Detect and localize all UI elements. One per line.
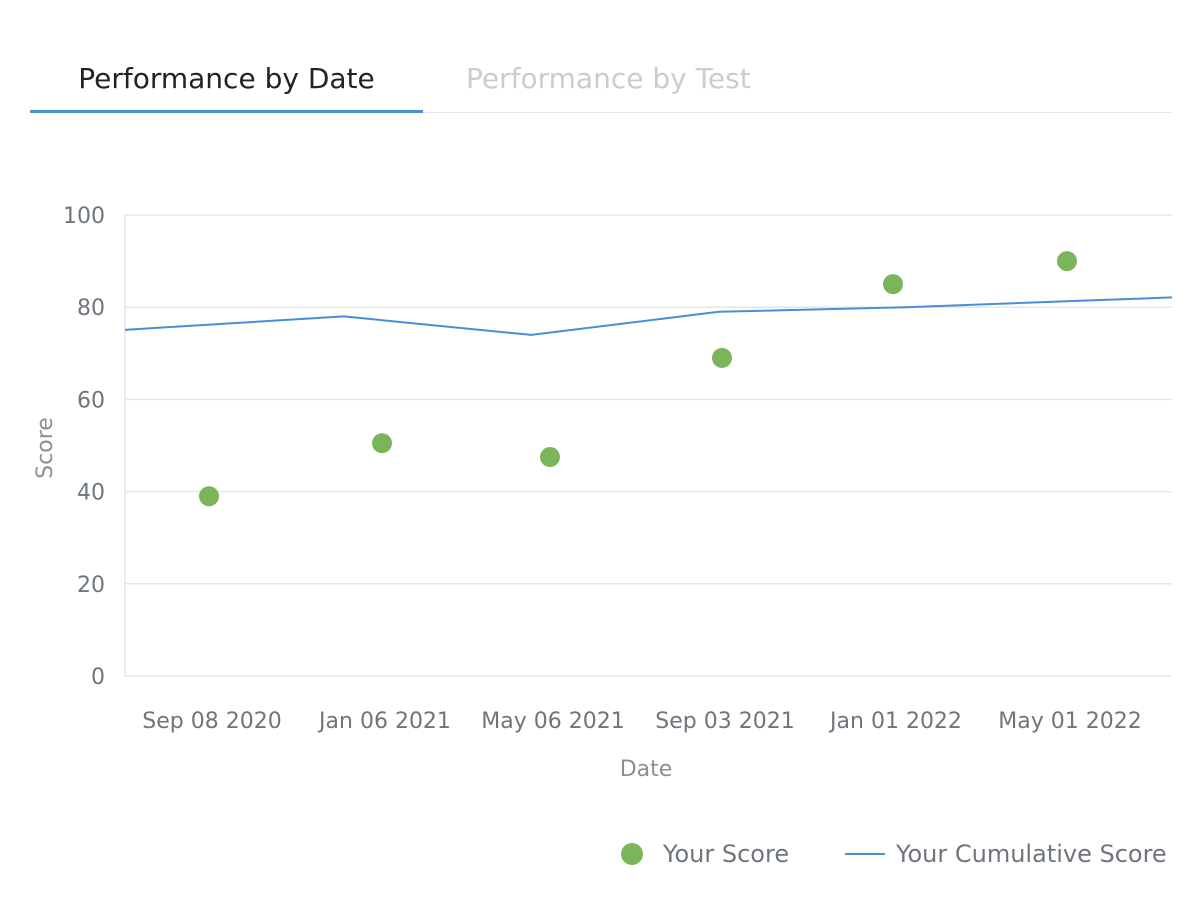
x-axis-title: Date bbox=[620, 757, 673, 782]
legend: Your Score Your Cumulative Score bbox=[621, 840, 1167, 868]
x-tick-label: Sep 08 2020 bbox=[142, 709, 281, 734]
y-tick-label: 40 bbox=[77, 481, 105, 506]
y-tick-label: 100 bbox=[63, 204, 105, 229]
x-tick-label: Jan 06 2021 bbox=[317, 709, 451, 734]
score-point[interactable] bbox=[712, 347, 732, 368]
cumulative-score-line-layer bbox=[124, 296, 1173, 336]
legend-marker-your-score bbox=[621, 843, 643, 865]
y-axis-title: Score bbox=[33, 417, 58, 479]
legend-item-cumulative-score[interactable]: Your Cumulative Score bbox=[845, 840, 1167, 868]
x-axis-ticks: Sep 08 2020 Jan 06 2021 May 06 2021 Sep 03 … bbox=[142, 709, 1141, 734]
y-tick-label: 80 bbox=[77, 296, 105, 321]
y-tick-label: 0 bbox=[91, 665, 105, 690]
score-point[interactable] bbox=[1057, 251, 1077, 272]
tab-bar: Performance by Date Performance by Test bbox=[30, 50, 1172, 113]
score-point[interactable] bbox=[540, 447, 560, 468]
x-tick-label: Sep 03 2021 bbox=[655, 709, 794, 734]
y-tick-label: 60 bbox=[77, 388, 105, 413]
legend-label-cumulative-score: Your Cumulative Score bbox=[895, 840, 1167, 868]
cumulative-score-line[interactable] bbox=[124, 296, 1173, 336]
x-tick-label: May 01 2022 bbox=[998, 709, 1141, 734]
tab-performance-by-date[interactable]: Performance by Date bbox=[30, 50, 423, 113]
score-point[interactable] bbox=[199, 486, 219, 507]
tab-performance-by-test[interactable]: Performance by Test bbox=[466, 62, 751, 95]
x-tick-label: Jan 01 2022 bbox=[828, 709, 962, 734]
x-tick-label: May 06 2021 bbox=[481, 709, 624, 734]
legend-label-your-score: Your Score bbox=[662, 840, 789, 868]
score-point[interactable] bbox=[372, 433, 392, 454]
grid-lines bbox=[124, 214, 1172, 677]
score-points-layer bbox=[199, 251, 1077, 507]
score-point[interactable] bbox=[883, 274, 903, 295]
legend-item-your-score[interactable]: Your Score bbox=[621, 840, 789, 868]
y-tick-label: 20 bbox=[77, 573, 105, 598]
y-axis-ticks: 0 20 40 60 80 100 bbox=[63, 204, 105, 690]
